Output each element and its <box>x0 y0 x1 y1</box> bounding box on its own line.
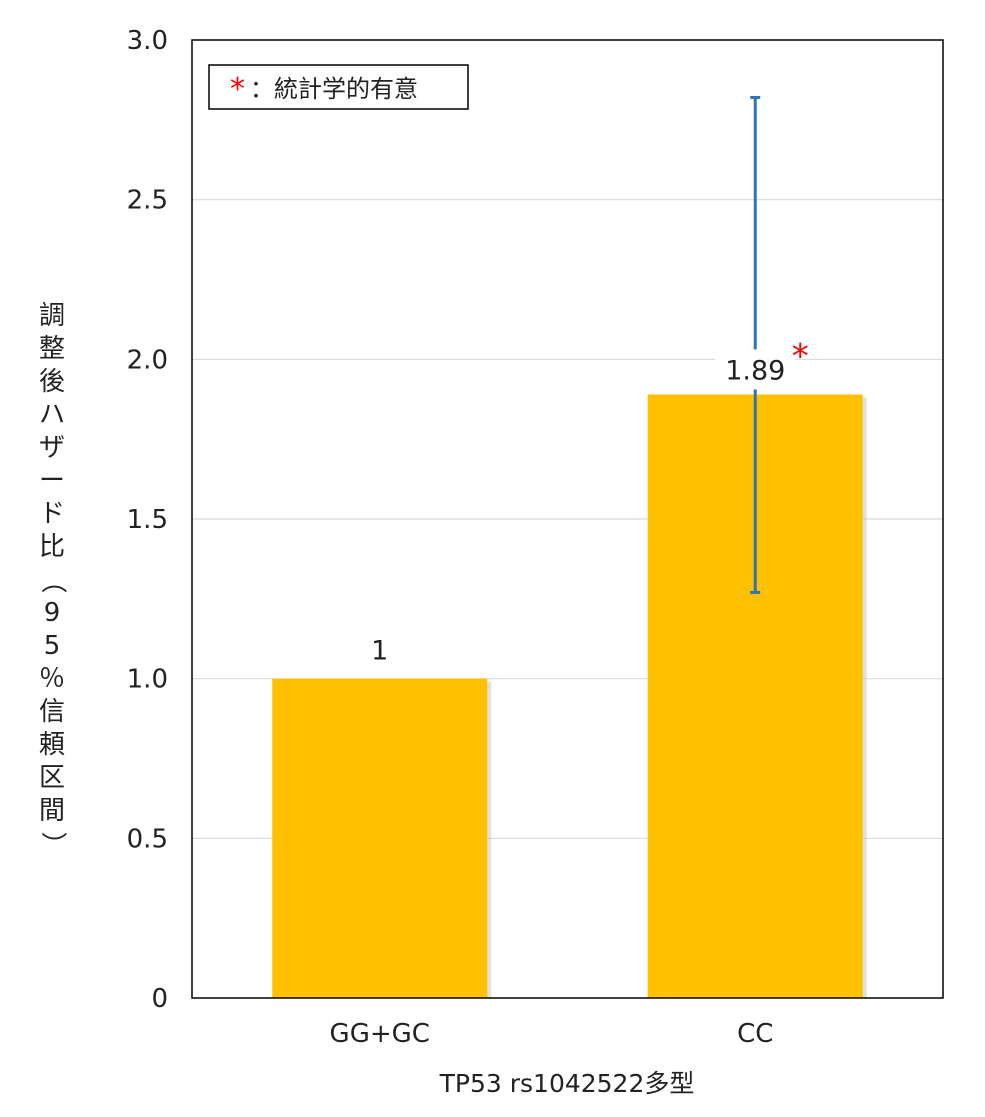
y-axis-title-char: 9 <box>43 598 61 628</box>
plot-area-border <box>191 39 944 999</box>
y-axis-title-char: 比 <box>38 532 65 562</box>
y-tick-label: 0.5 <box>127 824 168 854</box>
data-labels: 1 1.89 * <box>371 336 809 666</box>
y-axis-title-char: ％ <box>38 664 65 694</box>
y-axis-title-char: ） <box>37 831 68 858</box>
data-label-background <box>715 349 796 390</box>
y-axis-title-char: 頼 <box>38 730 65 760</box>
y-axis-title-char: 5 <box>43 631 61 661</box>
bars <box>272 394 867 999</box>
y-tick-label: 1.0 <box>127 665 168 695</box>
legend-marker: * <box>230 72 245 107</box>
x-axis-title: TP53 rs1042522多型 <box>439 1069 695 1098</box>
y-axis-title-char: ハ <box>38 400 65 430</box>
y-axis-title-char: 後 <box>38 367 65 397</box>
data-label: 1.89 <box>725 355 785 386</box>
error-bars <box>750 95 761 594</box>
y-axis-title-char: ド <box>38 499 65 529</box>
y-axis-title: 調整後ハザード比 （ 9 5 ％信頼区間 ） <box>34 300 70 861</box>
y-axis-title-char: ー <box>38 466 65 496</box>
x-tick-label: GG+GC <box>330 1019 430 1049</box>
y-tick-labels: 0 0.5 1.0 1.5 2.0 2.5 3.0 <box>127 26 168 1014</box>
y-axis-title-char: 整 <box>38 334 65 364</box>
data-label: 1 <box>371 636 388 667</box>
y-axis-title-char: 調 <box>38 301 65 331</box>
y-axis-title-char: 信 <box>38 697 65 727</box>
significance-marker: * <box>792 336 809 376</box>
legend-box: * ：統計学的有意 <box>208 64 469 110</box>
y-axis-title-char: 区 <box>38 763 65 793</box>
legend-frame <box>208 64 469 110</box>
legend-text: ：統計学的有意 <box>250 75 418 103</box>
x-tick-labels: GG+GC CC <box>330 1019 774 1049</box>
y-axis-title-char: 間 <box>38 796 65 826</box>
x-tick-label: CC <box>737 1019 773 1049</box>
y-axis-title-char: （ <box>37 567 68 594</box>
y-tick-label: 3.0 <box>127 26 168 56</box>
y-tick-label: 1.5 <box>127 505 168 535</box>
y-tick-label: 0 <box>151 984 168 1014</box>
bar-gg-gc <box>272 678 488 998</box>
y-tick-label: 2.5 <box>127 186 168 216</box>
y-tick-label: 2.0 <box>127 345 168 375</box>
y-axis-title-char: ザ <box>38 433 65 463</box>
